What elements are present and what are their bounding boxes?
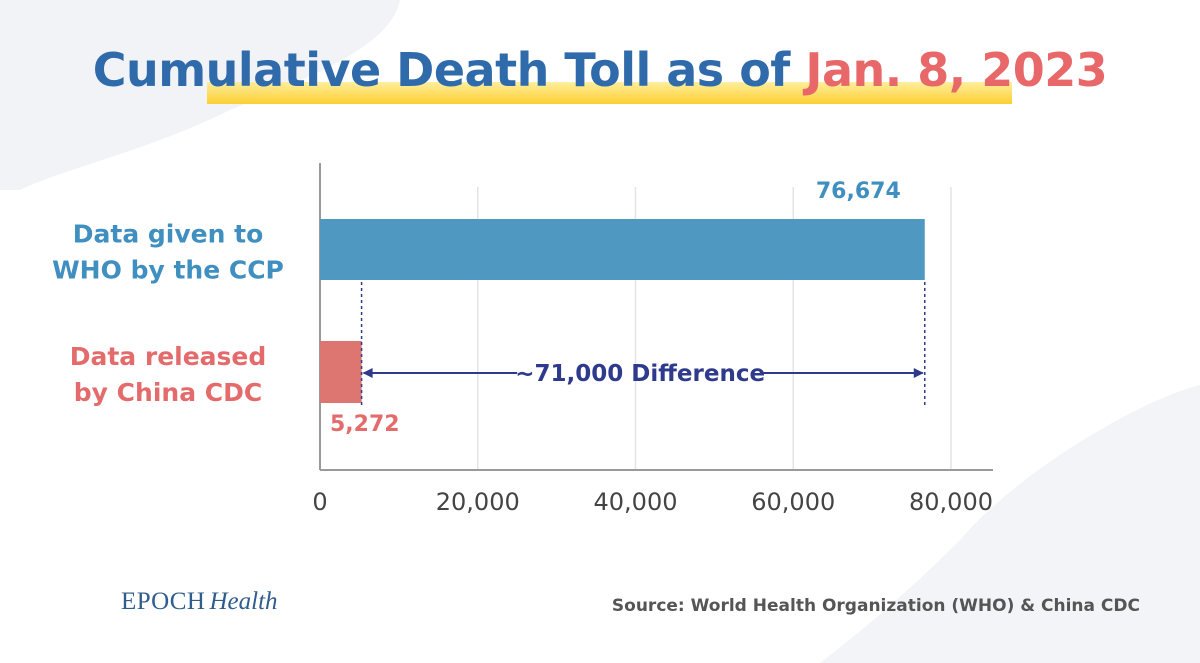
brand-health: Health [209, 588, 278, 615]
x-tick-label: 40,000 [594, 488, 678, 516]
arrowhead-left [362, 368, 373, 378]
epoch-health-logo: EPOCH Health [121, 588, 278, 616]
difference-label: ~71,000 Difference [515, 361, 765, 387]
bar [320, 341, 362, 403]
category-label: WHO by the CCP [52, 256, 284, 285]
x-tick-label: 20,000 [436, 488, 520, 516]
bar [320, 219, 925, 280]
bottom-right-blob [820, 385, 1200, 663]
title-date: Jan. 8, 2023 [805, 43, 1108, 97]
x-tick-label: 60,000 [751, 488, 835, 516]
x-tick-label: 80,000 [909, 488, 993, 516]
category-label: Data released [70, 342, 267, 371]
category-label: by China CDC [74, 378, 262, 407]
brand-epoch: EPOCH [121, 588, 206, 615]
category-label: Data given to [73, 220, 264, 249]
x-tick-label: 0 [312, 488, 327, 516]
top-left-blob [0, 0, 400, 190]
title-main: Cumulative Death Toll as of [92, 43, 806, 97]
arrowhead-right [913, 368, 924, 378]
data-label: 76,674 [816, 179, 901, 204]
source-note: Source: World Health Organization (WHO) … [611, 596, 1140, 616]
title-highlight [207, 82, 1012, 104]
data-label: 5,272 [330, 412, 400, 437]
chart-title: Cumulative Death Toll as of Jan. 8, 2023 [0, 38, 1200, 102]
